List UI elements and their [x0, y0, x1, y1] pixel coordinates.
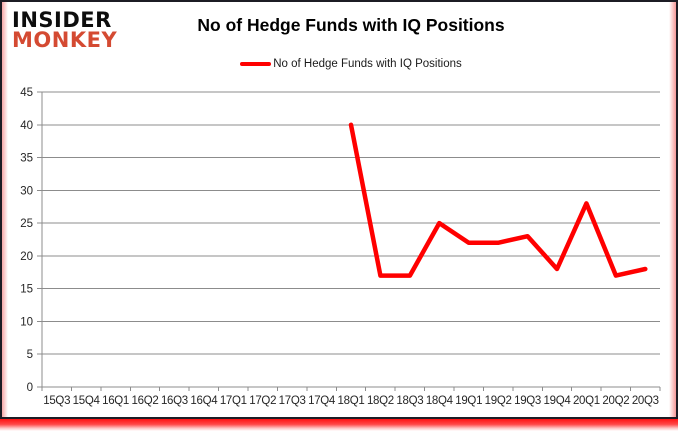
x-tick-label: 20Q2 — [602, 395, 629, 407]
x-tick-label: 20Q3 — [632, 395, 659, 407]
y-tick-label: 25 — [20, 218, 33, 230]
y-tick-label: 15 — [20, 284, 33, 296]
x-tick-label: 17Q1 — [220, 395, 247, 407]
series-line — [348, 122, 648, 278]
y-tick-label: 35 — [20, 153, 33, 165]
line-chart: 0 5 10 15 20 25 30 35 40 45 15Q3 15Q4 16Q1 16Q2 16Q3 16… — [20, 87, 661, 407]
x-tick-label: 18Q2 — [367, 395, 394, 407]
x-tick-label: 19Q1 — [455, 395, 482, 407]
x-tick-label: 17Q2 — [249, 395, 276, 407]
legend-label: No of Hedge Funds with IQ Positions — [273, 58, 462, 70]
x-tick-label: 16Q4 — [190, 395, 218, 407]
x-tick-label: 15Q4 — [73, 395, 101, 407]
x-tick-label: 16Q1 — [102, 395, 129, 407]
x-tick-label: 16Q3 — [161, 395, 188, 407]
x-tick-label: 20Q1 — [573, 395, 600, 407]
chart-card: INSIDER MONKEY No of Hedge Funds with IQ… — [0, 0, 678, 419]
x-tick-label: 17Q3 — [279, 395, 306, 407]
logo-line-monkey: MONKEY — [12, 27, 118, 52]
y-tick-label: 0 — [27, 382, 33, 394]
bottom-red-accent — [0, 419, 678, 431]
x-tick-label: 18Q1 — [338, 395, 365, 407]
x-tick-label: 17Q4 — [308, 395, 336, 407]
y-tick-label: 10 — [20, 316, 33, 328]
y-tick-label: 20 — [20, 251, 33, 263]
y-tick-label: 40 — [20, 120, 33, 132]
x-tick-label: 19Q3 — [514, 395, 541, 407]
y-tick-label: 30 — [20, 185, 33, 197]
x-tick-label: 18Q3 — [396, 395, 423, 407]
insider-monkey-logo: INSIDER MONKEY — [12, 8, 118, 52]
x-tick-label: 18Q4 — [426, 395, 454, 407]
y-tick-label: 45 — [20, 87, 33, 99]
legend-line-marker-icon — [240, 61, 272, 67]
legend: No of Hedge Funds with IQ Positions — [42, 58, 660, 70]
x-tick-label: 16Q2 — [132, 395, 159, 407]
x-tick-label: 19Q4 — [544, 395, 572, 407]
x-tick-label: 19Q2 — [485, 395, 512, 407]
chart-title: No of Hedge Funds with IQ Positions — [197, 15, 505, 35]
logo-line-insider: INSIDER — [12, 8, 112, 32]
y-tick-label: 5 — [27, 349, 33, 361]
x-tick-label: 15Q3 — [43, 395, 70, 407]
